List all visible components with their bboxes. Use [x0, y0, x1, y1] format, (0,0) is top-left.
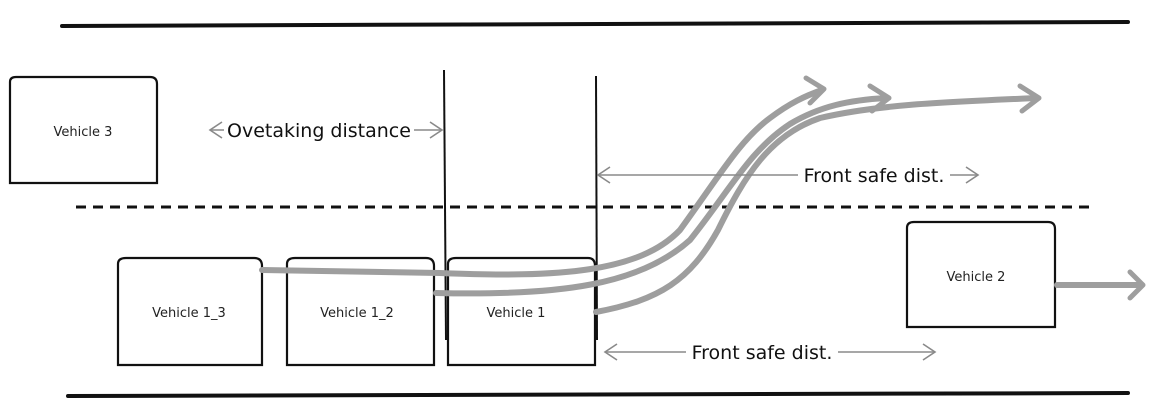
- vehicle-2: Vehicle 2: [905, 220, 1057, 329]
- front-safe-distance-upper-label: Front safe dist.: [804, 165, 945, 187]
- front-safe-distance-lower-label: Front safe dist.: [692, 342, 833, 364]
- road-top-edge: [60, 20, 1130, 28]
- vehicle-1-label: Vehicle 1: [487, 306, 546, 321]
- trajectory-vehicle-2: [1054, 269, 1146, 301]
- vehicle-1-2: Vehicle 1_2: [285, 256, 436, 367]
- vehicle-1-2-label: Vehicle 1_2: [320, 306, 394, 321]
- vehicle-3: Vehicle 3: [8, 75, 159, 185]
- trajectory-vehicle-1-3: [259, 75, 827, 278]
- overtaking-distance-label: Ovetaking distance: [227, 120, 411, 142]
- vehicle-1-3-label: Vehicle 1_3: [152, 306, 226, 321]
- vehicle-1-3: Vehicle 1_3: [116, 256, 264, 367]
- road-bottom-edge: [66, 391, 1130, 398]
- front-safe-distance-upper: Front safe dist.: [596, 161, 980, 189]
- overtaking-distance-marker: Ovetaking distance: [208, 116, 444, 144]
- vehicle-1: Vehicle 1: [446, 256, 597, 367]
- trajectory-arrowhead: [1017, 83, 1042, 114]
- trajectory-arrowhead: [803, 75, 827, 106]
- trajectory-arrowhead: [1127, 269, 1146, 301]
- reference-line-right: [595, 75, 598, 341]
- front-safe-distance-lower: Front safe dist.: [603, 338, 937, 366]
- vehicle-2-label: Vehicle 2: [947, 270, 1006, 285]
- trajectory-vehicle-1: [593, 83, 1042, 315]
- vehicle-3-label: Vehicle 3: [54, 125, 113, 140]
- reference-line-left: [443, 69, 447, 341]
